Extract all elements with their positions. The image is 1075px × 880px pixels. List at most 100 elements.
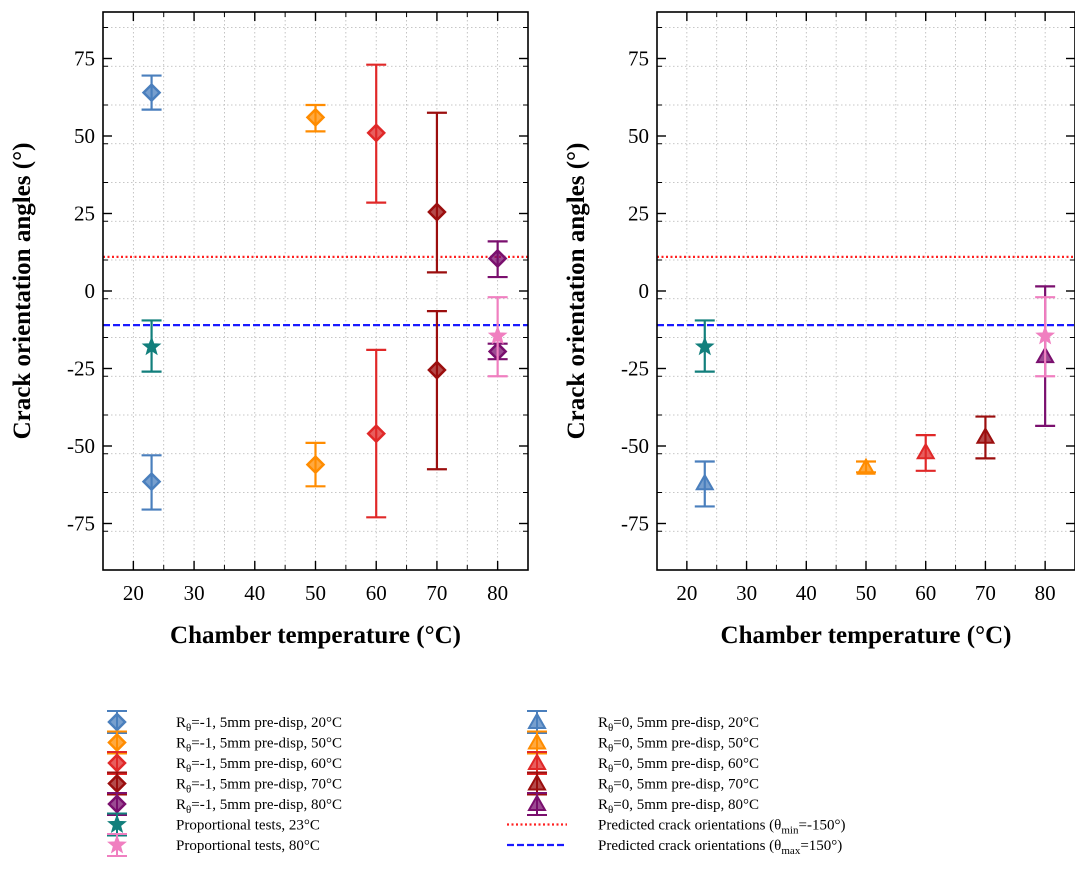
legend-marker-diamond — [107, 753, 127, 773]
series-1-2 — [305, 103, 326, 488]
legend-marker-diamond — [107, 712, 127, 732]
legend-marker-diamond — [107, 794, 127, 814]
legend-label: Predicted crack orientations (θmax=150°) — [598, 838, 842, 857]
x-tick-label: 60 — [366, 581, 387, 605]
plot-frame — [102, 11, 529, 571]
series-2-4 — [975, 415, 996, 460]
series-2-3 — [915, 434, 936, 472]
legend-label: Rθ=-1, 5mm pre-disp, 60°C — [176, 756, 342, 775]
data-point-diamond — [487, 248, 508, 269]
y-axis-title: Crack orientation angles (°) — [9, 143, 36, 440]
x-axis-title: Chamber temperature (°C) — [721, 622, 1012, 649]
series-1-3 — [366, 63, 387, 519]
legend-label: Rθ=0, 5mm pre-disp, 80°C — [598, 797, 759, 816]
x-tick-label: 40 — [244, 581, 265, 605]
data-point-diamond — [366, 423, 386, 444]
series-2-1 — [694, 460, 715, 508]
data-point-star — [1035, 325, 1056, 345]
data-point-diamond — [305, 454, 326, 475]
legend-marker-triangle — [527, 752, 547, 770]
legend-entry: Rθ=-1, 5mm pre-disp, 20°C — [107, 710, 342, 734]
legend-entry: Proportional tests, 80°C — [107, 833, 320, 857]
y-tick-label: 0 — [639, 279, 650, 303]
legend-label: Rθ=-1, 5mm pre-disp, 80°C — [176, 797, 342, 816]
legend-marker-triangle — [527, 773, 547, 791]
y-tick-label: -50 — [67, 434, 95, 458]
series-2-7 — [1035, 296, 1056, 378]
legend-entry: Rθ=0, 5mm pre-disp, 60°C — [527, 751, 759, 775]
legend-label: Rθ=0, 5mm pre-disp, 60°C — [598, 756, 759, 775]
legend-label: Proportional tests, 23°C — [176, 818, 320, 834]
data-point-diamond — [427, 202, 447, 222]
y-tick-label: 75 — [628, 47, 649, 71]
chart-panel-1: 20 30 40 50 60 70 80 -75 -50 -25 0 25 50 75 Chamber te… — [9, 11, 529, 649]
x-tick-label: 50 — [305, 581, 326, 605]
x-tick-label: 30 — [736, 581, 757, 605]
y-axis-title: Crack orientation angles (°) — [563, 143, 590, 440]
legend-marker-diamond — [107, 732, 127, 753]
legend-marker-diamond — [107, 773, 127, 794]
legend-entry: Rθ=-1, 5mm pre-disp, 50°C — [107, 730, 342, 755]
legend-label: Rθ=0, 5mm pre-disp, 50°C — [598, 736, 759, 755]
x-tick-label: 20 — [123, 581, 144, 605]
legend: Rθ=-1, 5mm pre-disp, 20°C Rθ=-1, 5mm pre-… — [107, 710, 845, 857]
x-tick-label: 80 — [1035, 581, 1056, 605]
x-tick-label: 40 — [796, 581, 817, 605]
legend-entry: Rθ=-1, 5mm pre-disp, 80°C — [107, 792, 342, 816]
data-point-star — [694, 336, 715, 356]
x-axis-title: Chamber temperature (°C) — [170, 622, 461, 649]
y-tick-label: 50 — [74, 124, 95, 148]
x-tick-label: 30 — [184, 581, 205, 605]
legend-entry: Rθ=0, 5mm pre-disp, 80°C — [527, 792, 759, 816]
y-tick-label: 75 — [74, 47, 95, 71]
legend-marker-triangle — [527, 793, 547, 811]
y-tick-label: -25 — [67, 357, 95, 381]
x-tick-label: 70 — [426, 581, 447, 605]
y-tick-label: 25 — [74, 202, 95, 226]
legend-marker-star — [107, 814, 127, 833]
legend-label: Predicted crack orientations (θmin=-150°… — [598, 818, 845, 837]
data-point-triangle — [975, 426, 996, 444]
legend-label: Rθ=-1, 5mm pre-disp, 70°C — [176, 777, 342, 796]
series-2-2 — [856, 457, 876, 475]
series-1-6 — [141, 319, 162, 373]
legend-entry: Predicted crack orientations (θmin=-150°… — [507, 818, 845, 837]
legend-marker-triangle — [527, 711, 547, 729]
data-point-star — [487, 325, 508, 345]
data-point-diamond — [366, 123, 386, 143]
legend-label: Rθ=-1, 5mm pre-disp, 20°C — [176, 715, 342, 734]
legend-entry: Rθ=-1, 5mm pre-disp, 60°C — [107, 751, 342, 775]
y-tick-label: 50 — [628, 124, 649, 148]
data-point-diamond — [141, 471, 162, 492]
legend-marker-star — [107, 834, 127, 854]
x-tick-label: 60 — [915, 581, 936, 605]
legend-entry: Rθ=-1, 5mm pre-disp, 70°C — [107, 771, 342, 796]
legend-entry: Rθ=0, 5mm pre-disp, 50°C — [527, 730, 759, 755]
series-1-4 — [426, 111, 447, 471]
data-point-diamond — [305, 107, 326, 128]
data-point-diamond — [141, 82, 162, 103]
series-1-1 — [141, 74, 162, 511]
y-tick-label: 0 — [85, 279, 96, 303]
legend-label: Rθ=0, 5mm pre-disp, 70°C — [598, 777, 759, 796]
legend-label: Rθ=-1, 5mm pre-disp, 50°C — [176, 736, 342, 755]
x-tick-label: 50 — [856, 581, 877, 605]
legend-label: Rθ=0, 5mm pre-disp, 20°C — [598, 715, 759, 734]
legend-entry: Proportional tests, 23°C — [107, 812, 320, 837]
data-point-triangle — [856, 457, 876, 475]
data-point-triangle — [915, 442, 936, 460]
data-point-diamond — [427, 360, 447, 380]
legend-entry: Rθ=0, 5mm pre-disp, 20°C — [527, 710, 759, 734]
chart-panel-2: 20 30 40 50 60 70 80 -75 -50 -25 0 25 50 75 Chamber te… — [563, 11, 1075, 649]
legend-marker-triangle — [527, 732, 547, 750]
series-1-7 — [487, 296, 508, 378]
y-tick-label: -75 — [621, 512, 649, 536]
legend-label: Proportional tests, 80°C — [176, 838, 320, 854]
x-tick-label: 80 — [487, 581, 508, 605]
legend-entry: Predicted crack orientations (θmax=150°) — [507, 838, 842, 857]
x-tick-label: 70 — [975, 581, 996, 605]
plot-frame — [656, 11, 1075, 571]
data-point-triangle — [695, 473, 715, 491]
y-tick-label: -75 — [67, 512, 95, 536]
